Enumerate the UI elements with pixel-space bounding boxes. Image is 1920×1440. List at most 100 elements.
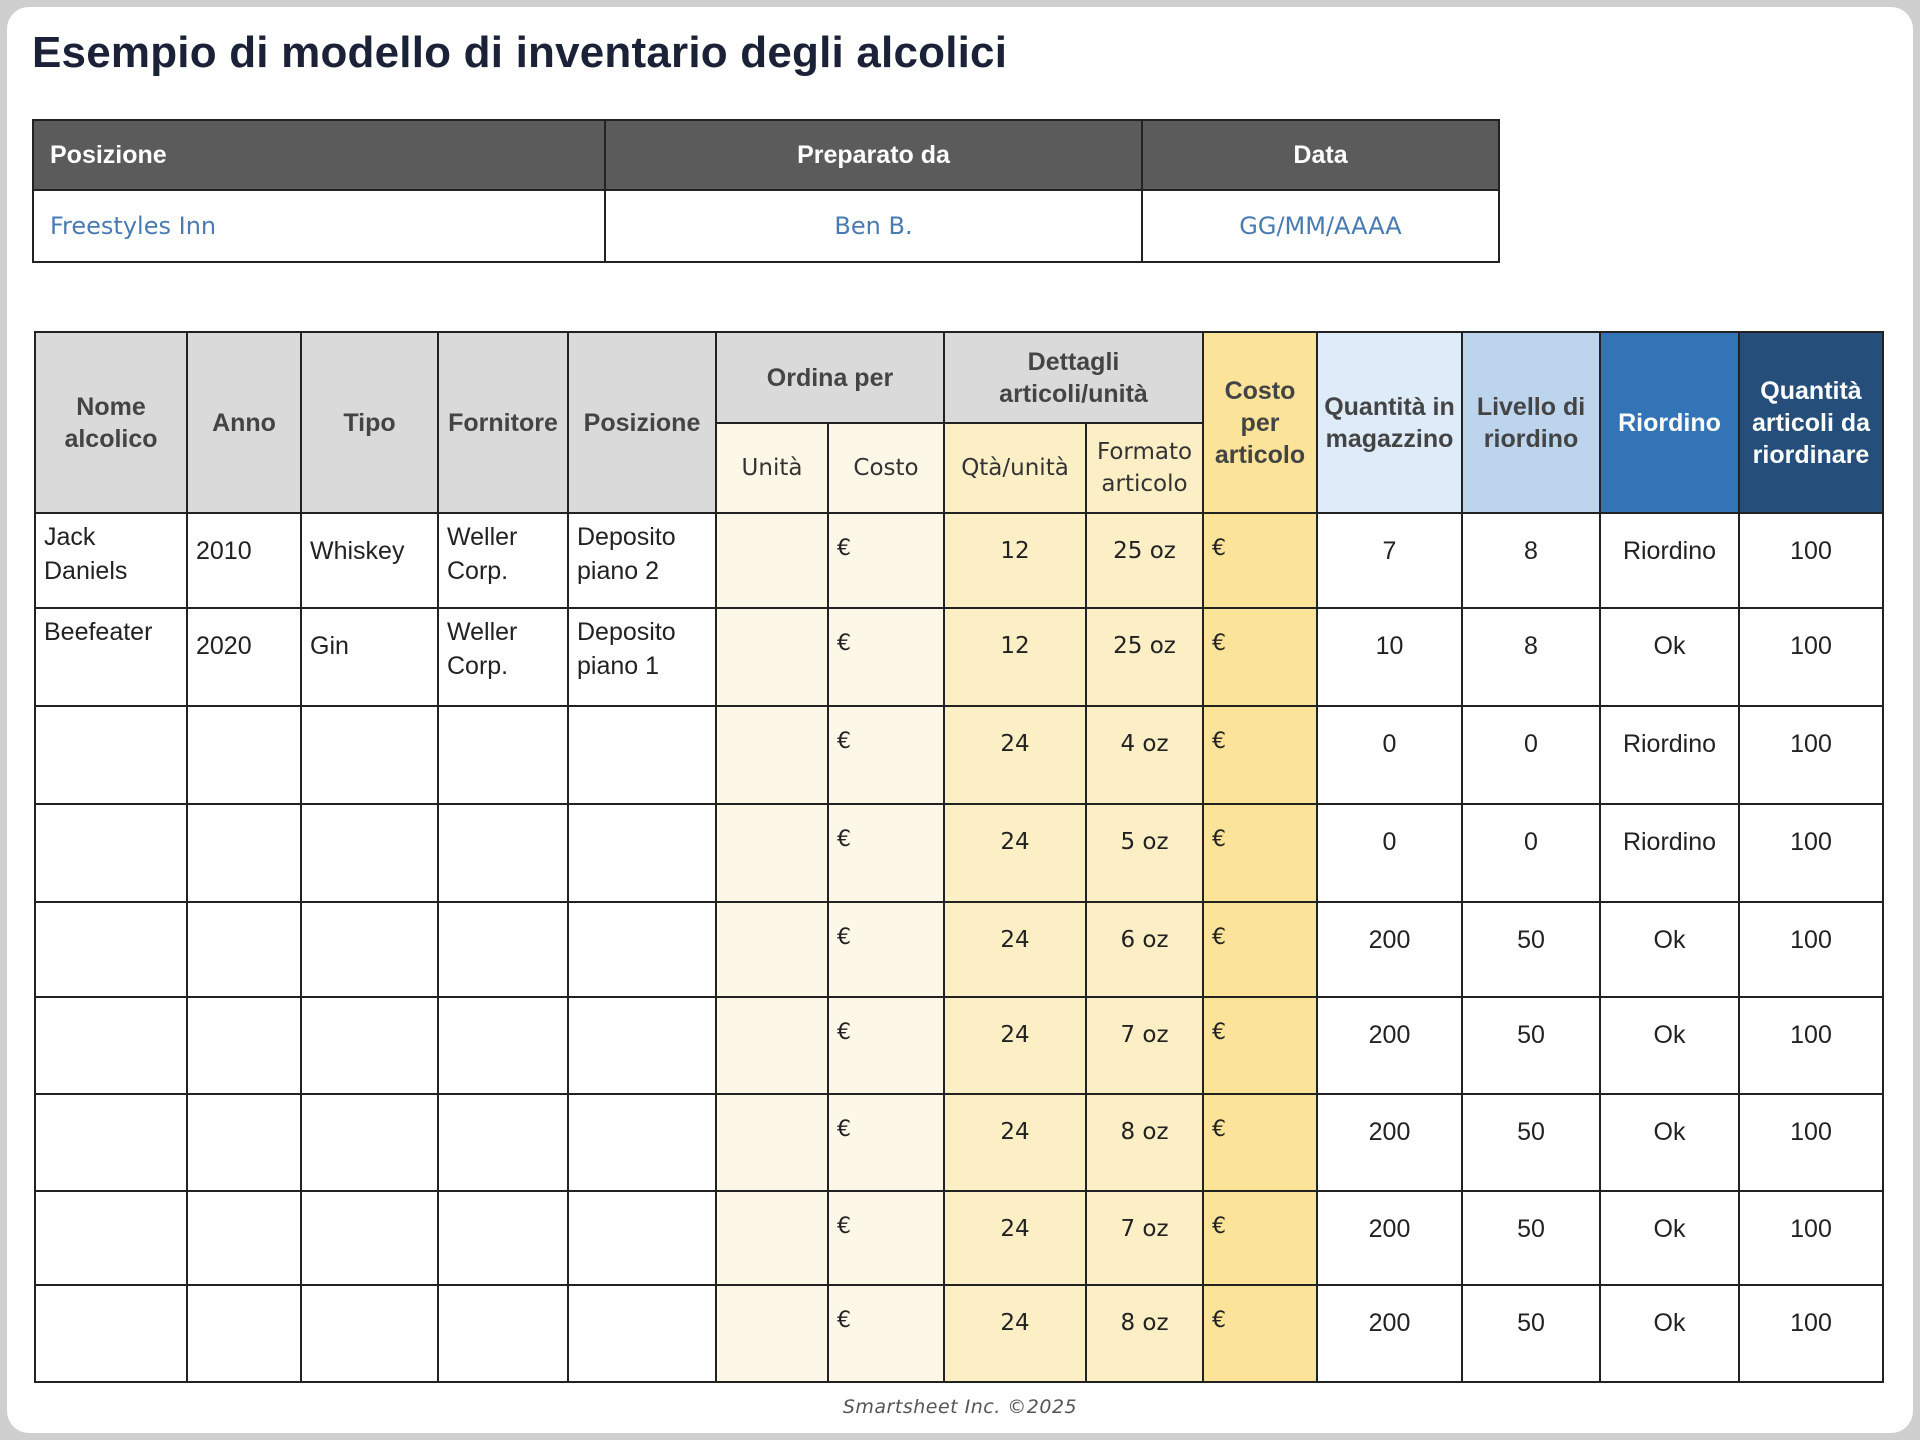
cell-fornitore[interactable]	[437, 1284, 569, 1383]
cell-tipo[interactable]	[300, 901, 439, 998]
cell-tipo[interactable]	[300, 803, 439, 903]
cell-quantita-da-riordinare[interactable]: 100	[1738, 803, 1884, 903]
cell-quantita-da-riordinare[interactable]: 100	[1738, 705, 1884, 805]
cell-formato-articolo[interactable]: 4 oz	[1085, 705, 1204, 805]
cell-quantita-da-riordinare[interactable]: 100	[1738, 1284, 1884, 1383]
cell-livello-riordino[interactable]: 8	[1461, 512, 1601, 609]
cell-quantita-da-riordinare[interactable]: 100	[1738, 1190, 1884, 1286]
cell-quantita-magazzino[interactable]: 200	[1316, 1190, 1463, 1286]
cell-tipo[interactable]	[300, 705, 439, 805]
cell-riordino-status[interactable]: Riordino	[1599, 512, 1740, 609]
cell-nome-alcolico[interactable]	[34, 1284, 188, 1383]
cell-tipo[interactable]	[300, 1190, 439, 1286]
cell-quantita-magazzino[interactable]: 0	[1316, 803, 1463, 903]
cell-riordino-status[interactable]: Riordino	[1599, 705, 1740, 805]
cell-costo-per-articolo[interactable]: €	[1202, 803, 1318, 903]
cell-quantita-da-riordinare[interactable]: 100	[1738, 901, 1884, 998]
cell-formato-articolo[interactable]: 25 oz	[1085, 512, 1204, 609]
cell-riordino-status[interactable]: Ok	[1599, 901, 1740, 998]
cell-tipo[interactable]: Gin	[300, 607, 439, 707]
cell-quantita-da-riordinare[interactable]: 100	[1738, 996, 1884, 1095]
cell-qta-unita[interactable]: 24	[943, 901, 1087, 998]
cell-posizione[interactable]: Deposito piano 2	[567, 512, 717, 609]
cell-unita[interactable]	[715, 512, 829, 609]
cell-costo-per-articolo[interactable]: €	[1202, 512, 1318, 609]
cell-nome-alcolico[interactable]	[34, 1190, 188, 1286]
cell-formato-articolo[interactable]: 25 oz	[1085, 607, 1204, 707]
cell-unita[interactable]	[715, 901, 829, 998]
cell-formato-articolo[interactable]: 8 oz	[1085, 1093, 1204, 1192]
cell-costo-per-articolo[interactable]: €	[1202, 1284, 1318, 1383]
cell-quantita-da-riordinare[interactable]: 100	[1738, 1093, 1884, 1192]
info-value-posizione[interactable]: Freestyles Inn	[32, 189, 606, 263]
cell-costo[interactable]: €	[827, 607, 945, 707]
cell-qta-unita[interactable]: 24	[943, 1190, 1087, 1286]
cell-anno[interactable]: 2020	[186, 607, 302, 707]
cell-fornitore[interactable]	[437, 1093, 569, 1192]
cell-riordino-status[interactable]: Riordino	[1599, 803, 1740, 903]
cell-fornitore[interactable]	[437, 803, 569, 903]
cell-costo-per-articolo[interactable]: €	[1202, 901, 1318, 998]
cell-posizione[interactable]	[567, 1284, 717, 1383]
cell-unita[interactable]	[715, 705, 829, 805]
cell-costo[interactable]: €	[827, 1190, 945, 1286]
cell-tipo[interactable]	[300, 996, 439, 1095]
cell-riordino-status[interactable]: Ok	[1599, 1284, 1740, 1383]
cell-costo-per-articolo[interactable]: €	[1202, 607, 1318, 707]
cell-unita[interactable]	[715, 803, 829, 903]
cell-costo-per-articolo[interactable]: €	[1202, 1093, 1318, 1192]
cell-livello-riordino[interactable]: 0	[1461, 705, 1601, 805]
cell-riordino-status[interactable]: Ok	[1599, 607, 1740, 707]
cell-qta-unita[interactable]: 12	[943, 512, 1087, 609]
cell-tipo[interactable]: Whiskey	[300, 512, 439, 609]
cell-costo[interactable]: €	[827, 512, 945, 609]
cell-anno[interactable]	[186, 1190, 302, 1286]
cell-fornitore[interactable]: Weller Corp.	[437, 607, 569, 707]
cell-riordino-status[interactable]: Ok	[1599, 996, 1740, 1095]
cell-nome-alcolico[interactable]: Jack Daniels	[34, 512, 188, 609]
cell-livello-riordino[interactable]: 50	[1461, 1284, 1601, 1383]
cell-qta-unita[interactable]: 24	[943, 705, 1087, 805]
cell-quantita-magazzino[interactable]: 200	[1316, 901, 1463, 998]
cell-fornitore[interactable]	[437, 1190, 569, 1286]
cell-riordino-status[interactable]: Ok	[1599, 1093, 1740, 1192]
cell-fornitore[interactable]	[437, 705, 569, 805]
cell-quantita-magazzino[interactable]: 7	[1316, 512, 1463, 609]
cell-costo[interactable]: €	[827, 901, 945, 998]
cell-nome-alcolico[interactable]	[34, 996, 188, 1095]
cell-costo-per-articolo[interactable]: €	[1202, 996, 1318, 1095]
cell-costo-per-articolo[interactable]: €	[1202, 1190, 1318, 1286]
cell-nome-alcolico[interactable]	[34, 901, 188, 998]
cell-nome-alcolico[interactable]	[34, 803, 188, 903]
cell-formato-articolo[interactable]: 7 oz	[1085, 1190, 1204, 1286]
cell-anno[interactable]	[186, 803, 302, 903]
cell-quantita-magazzino[interactable]: 200	[1316, 996, 1463, 1095]
cell-quantita-magazzino[interactable]: 200	[1316, 1093, 1463, 1192]
cell-anno[interactable]	[186, 1093, 302, 1192]
cell-fornitore[interactable]	[437, 996, 569, 1095]
cell-livello-riordino[interactable]: 50	[1461, 901, 1601, 998]
cell-livello-riordino[interactable]: 0	[1461, 803, 1601, 903]
cell-unita[interactable]	[715, 1190, 829, 1286]
cell-livello-riordino[interactable]: 50	[1461, 1190, 1601, 1286]
cell-anno[interactable]	[186, 996, 302, 1095]
cell-costo-per-articolo[interactable]: €	[1202, 705, 1318, 805]
cell-anno[interactable]	[186, 705, 302, 805]
cell-unita[interactable]	[715, 996, 829, 1095]
cell-formato-articolo[interactable]: 7 oz	[1085, 996, 1204, 1095]
cell-posizione[interactable]	[567, 803, 717, 903]
cell-unita[interactable]	[715, 607, 829, 707]
cell-livello-riordino[interactable]: 8	[1461, 607, 1601, 707]
cell-costo[interactable]: €	[827, 996, 945, 1095]
cell-costo[interactable]: €	[827, 1284, 945, 1383]
cell-posizione[interactable]	[567, 996, 717, 1095]
info-value-data[interactable]: GG/MM/AAAA	[1141, 189, 1500, 263]
cell-nome-alcolico[interactable]	[34, 705, 188, 805]
cell-quantita-magazzino[interactable]: 10	[1316, 607, 1463, 707]
cell-posizione[interactable]: Deposito piano 1	[567, 607, 717, 707]
cell-tipo[interactable]	[300, 1284, 439, 1383]
cell-tipo[interactable]	[300, 1093, 439, 1192]
cell-posizione[interactable]	[567, 1190, 717, 1286]
cell-costo[interactable]: €	[827, 803, 945, 903]
cell-quantita-da-riordinare[interactable]: 100	[1738, 512, 1884, 609]
